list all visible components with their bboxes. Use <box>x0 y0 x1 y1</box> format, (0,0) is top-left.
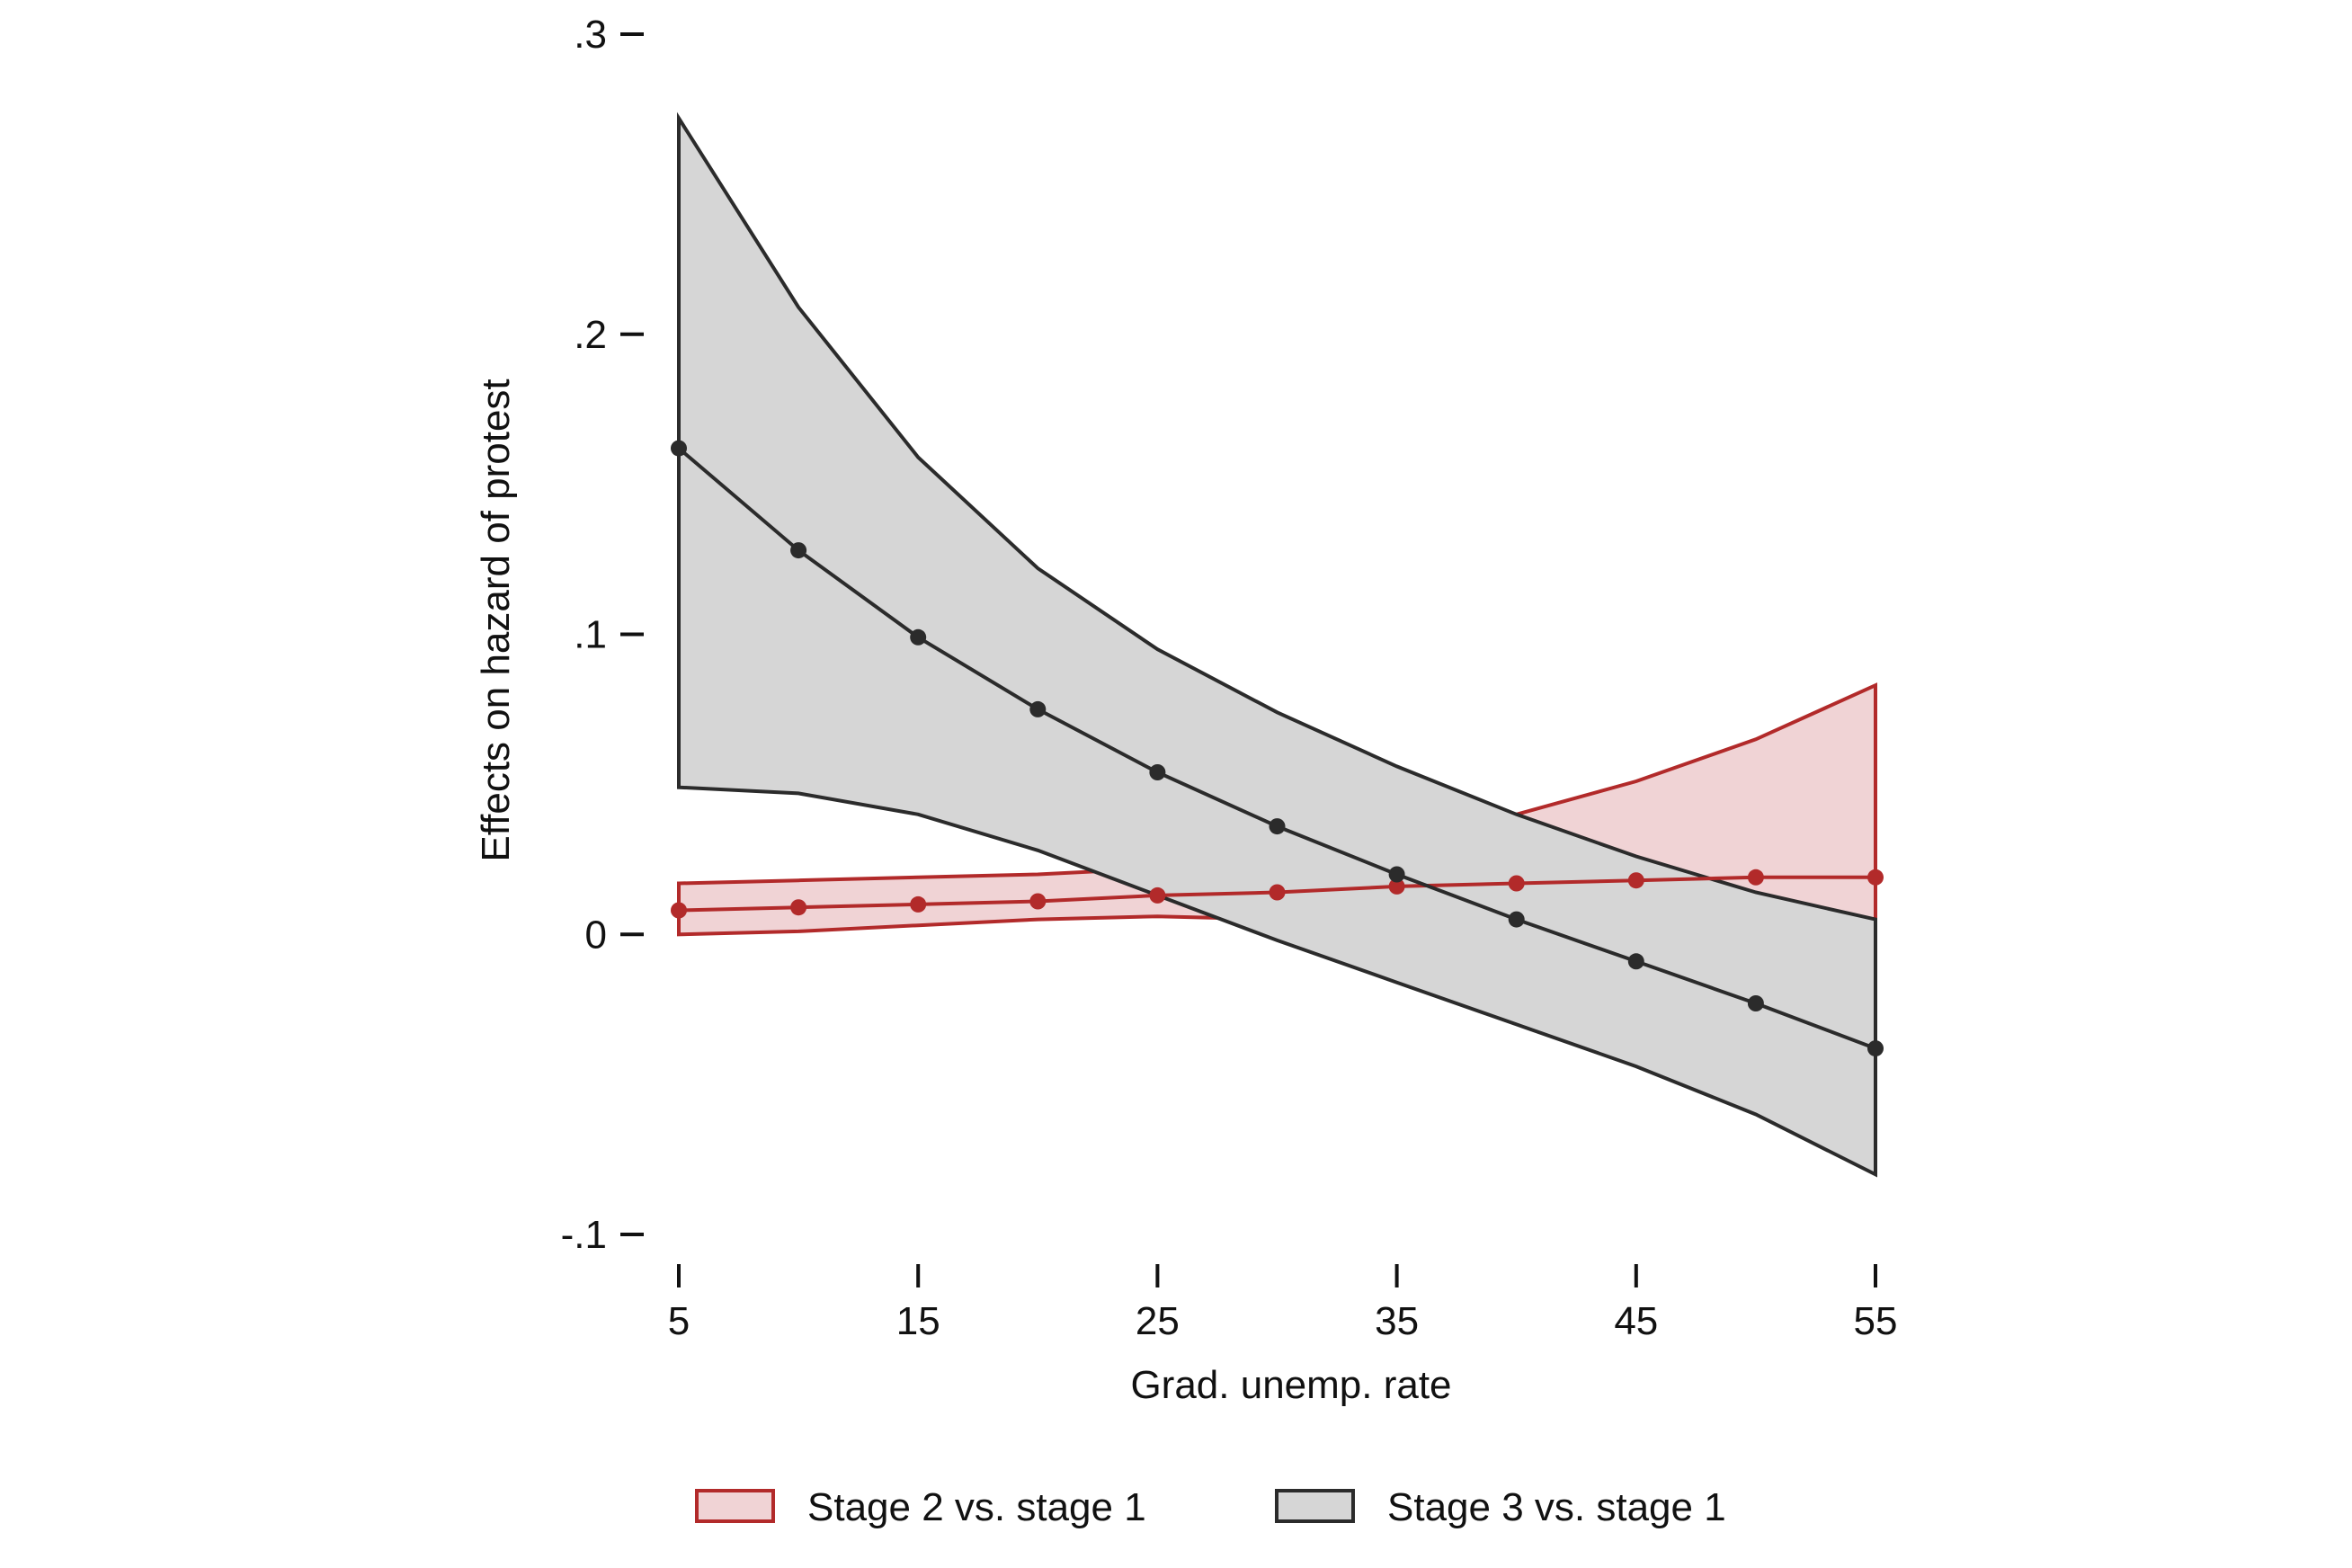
x-axis: 5 15 25 35 45 55 <box>668 1264 1898 1343</box>
data-point-series-1 <box>790 899 807 916</box>
data-point-series-2 <box>1029 700 1047 717</box>
data-point-series-1 <box>1029 893 1047 910</box>
data-point-series-2 <box>1747 995 1764 1011</box>
legend-label-series-2: Stage 3 vs. stage 1 <box>1387 1485 1726 1529</box>
x-tick-label: 55 <box>1854 1299 1898 1343</box>
data-point-series-2 <box>790 542 807 559</box>
x-tick-label: 25 <box>1136 1299 1180 1343</box>
y-tick-label: .3 <box>574 13 607 57</box>
confidence-band-series-2 <box>677 111 1877 1178</box>
series-points <box>671 440 1884 1057</box>
x-tick-label: 5 <box>668 1299 690 1343</box>
x-tick-label: 35 <box>1375 1299 1419 1343</box>
data-point-series-1 <box>1747 869 1764 886</box>
data-point-series-2 <box>1149 764 1166 780</box>
data-point-series-2 <box>1508 911 1525 928</box>
data-point-series-2 <box>910 628 927 646</box>
legend-swatch-series-2 <box>1275 1489 1355 1523</box>
legend: Stage 2 vs. stage 1 Stage 3 vs. stage 1 <box>695 1485 1726 1529</box>
y-tick-label: 0 <box>585 913 607 957</box>
data-point-series-2 <box>1269 818 1286 835</box>
y-axis: -.1 0 .1 .2 .3 <box>561 13 644 1257</box>
data-point-series-2 <box>671 440 687 457</box>
data-point-series-1 <box>671 902 687 919</box>
data-point-series-2 <box>1388 866 1405 883</box>
x-axis-title: Grad. unemp. rate <box>1130 1363 1451 1407</box>
data-point-series-1 <box>1627 872 1644 889</box>
legend-swatch-series-1 <box>695 1489 775 1523</box>
data-point-series-1 <box>1867 869 1884 886</box>
x-tick-label: 15 <box>896 1299 940 1343</box>
legend-label-series-1: Stage 2 vs. stage 1 <box>807 1485 1146 1529</box>
data-point-series-1 <box>1508 875 1525 892</box>
x-tick-label: 45 <box>1614 1299 1658 1343</box>
y-tick-label: .1 <box>574 613 607 657</box>
data-point-series-1 <box>1269 884 1286 901</box>
data-point-series-1 <box>1149 886 1166 904</box>
data-point-series-1 <box>1388 878 1405 895</box>
data-point-series-2 <box>1627 953 1644 970</box>
y-tick-label: -.1 <box>561 1213 607 1257</box>
data-point-series-1 <box>910 895 927 913</box>
data-point-series-2 <box>1867 1040 1884 1057</box>
confidence-bands <box>677 111 1877 1178</box>
y-axis-title: Effects on hazard of protest <box>474 379 518 861</box>
y-tick-label: .2 <box>574 313 607 357</box>
